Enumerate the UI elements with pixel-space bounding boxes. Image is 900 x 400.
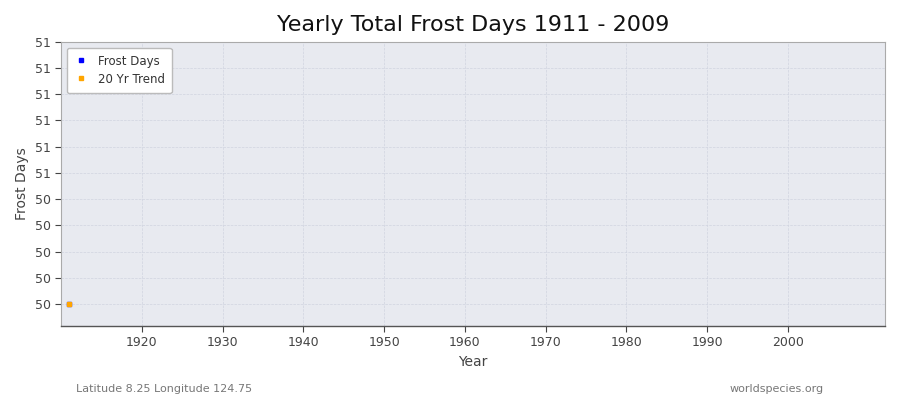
Y-axis label: Frost Days: Frost Days: [15, 148, 29, 220]
Text: worldspecies.org: worldspecies.org: [729, 384, 824, 394]
X-axis label: Year: Year: [458, 355, 488, 369]
Text: Latitude 8.25 Longitude 124.75: Latitude 8.25 Longitude 124.75: [76, 384, 253, 394]
Title: Yearly Total Frost Days 1911 - 2009: Yearly Total Frost Days 1911 - 2009: [277, 15, 670, 35]
Legend: Frost Days, 20 Yr Trend: Frost Days, 20 Yr Trend: [67, 48, 172, 93]
